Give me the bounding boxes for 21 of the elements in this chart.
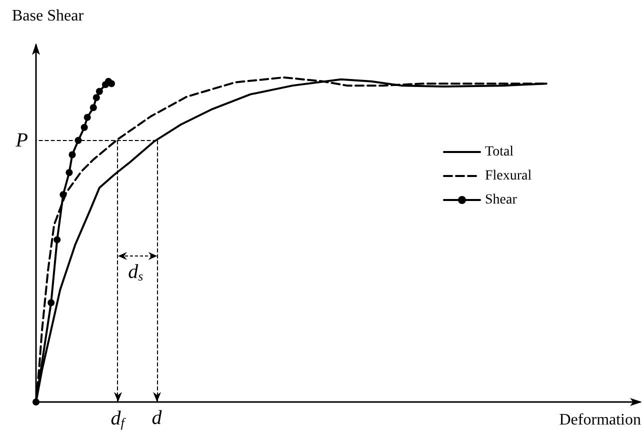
point bbox=[80, 124, 88, 131]
point bbox=[108, 80, 115, 88]
legend-label: Total bbox=[485, 144, 514, 160]
legend-label: Flexural bbox=[485, 168, 532, 184]
point bbox=[32, 398, 40, 406]
text: df bbox=[110, 408, 127, 430]
legend-label: Shear bbox=[485, 192, 518, 208]
point bbox=[48, 299, 55, 306]
point bbox=[90, 104, 97, 112]
point bbox=[84, 114, 91, 121]
y-axis-title: Base Shear bbox=[12, 8, 84, 24]
point bbox=[66, 169, 73, 176]
point bbox=[68, 151, 76, 158]
x-axis-title: Deformation bbox=[559, 412, 641, 428]
ref-line-label: P bbox=[14, 129, 28, 152]
text: d bbox=[152, 407, 163, 429]
point bbox=[54, 236, 61, 244]
point bbox=[96, 88, 103, 95]
point bbox=[92, 94, 100, 102]
point bbox=[60, 191, 67, 198]
annotation: ds bbox=[128, 261, 144, 284]
